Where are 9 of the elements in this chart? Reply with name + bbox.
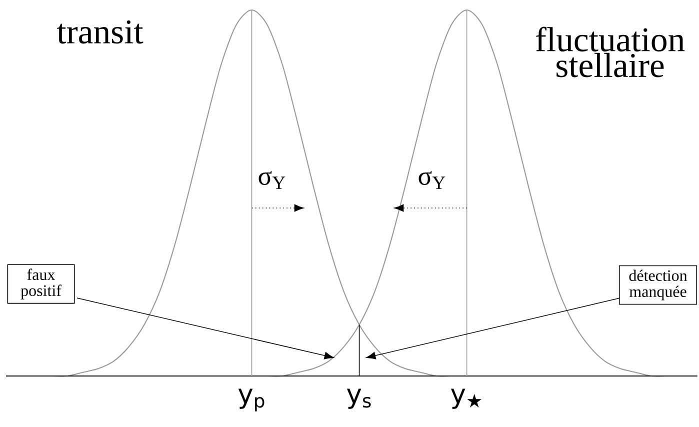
annotation: σ$_{Y}$ [418, 171, 446, 189]
x-tick-label: y$_{★}$ [450, 388, 482, 409]
x-tick-label: y$_{p}$ [238, 388, 264, 412]
annotation: détection manquée [629, 270, 688, 300]
annotation: transit [57, 20, 144, 44]
annotation: faux positif [20, 268, 62, 300]
annotation: σ$_{Y}$ [258, 171, 286, 189]
x-tick-label: y$_{s}$ [346, 388, 371, 409]
annotation: fluctuation stellaire [536, 26, 685, 78]
